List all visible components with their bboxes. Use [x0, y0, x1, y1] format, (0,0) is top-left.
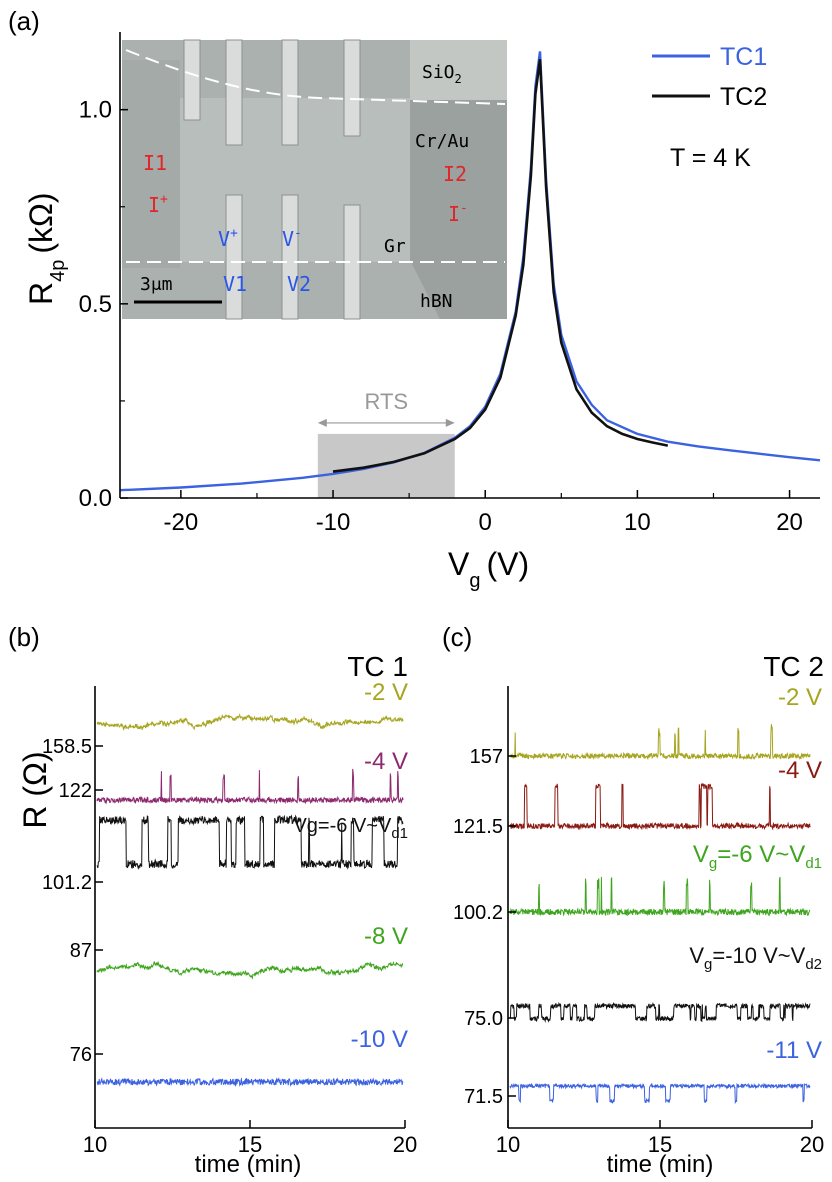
y-tick-label: 1.0: [79, 97, 112, 124]
trace-line: [96, 1077, 404, 1087]
trace-label: -2 V: [364, 679, 408, 706]
panel-c-title: TC 2: [763, 651, 824, 682]
trace-line: [509, 782, 811, 831]
trace-label: -4 V: [778, 757, 822, 784]
x-tick-label: 10: [83, 1132, 107, 1157]
y-tick-label: 121.5: [453, 816, 503, 838]
y-tick-label: 101.2: [42, 872, 92, 894]
trace-line: [509, 724, 811, 761]
temperature-label: T = 4 K: [670, 144, 751, 172]
x-tick-label: 20: [776, 509, 803, 536]
trace-label: -2 V: [778, 684, 822, 711]
y-tick-label: 157: [470, 746, 503, 768]
panel-b-y-axis-label: R (Ω): [17, 751, 53, 828]
panel-c-chart: 10 15 20 157 -2 V 121.5 -4 V 100.2 Vg=-6 V~Vd1 75…: [453, 684, 824, 1157]
y-tick-label: 75.0: [464, 1008, 503, 1030]
panel-a-label: (a): [8, 6, 40, 36]
inset-label-i2: I2: [443, 162, 467, 186]
legend-tc2-label: TC2: [720, 83, 767, 111]
y-tick-label: 76: [70, 1044, 92, 1066]
panel-a-chart: RTS: [23, 32, 821, 592]
x-tick-label: 10: [624, 509, 651, 536]
x-tick-label: 15: [648, 1132, 672, 1157]
trace-line: [509, 1082, 811, 1105]
trace-line: [96, 960, 404, 980]
panel-c-label: (c): [442, 622, 472, 652]
y-axis-label: R4p(kΩ): [23, 192, 69, 305]
trace-line: [509, 1001, 811, 1023]
inset-label-v1: V1: [223, 272, 247, 296]
inset-scale-label: 3μm: [140, 274, 173, 295]
trace-label: Vg=-6 V~Vd1: [293, 815, 408, 842]
panel-b-chart: 10 15 20 158.5 -2 V 122 -4 V 101.2 Vg=-6 V~Vd1 87…: [42, 679, 417, 1157]
rts-region-box: [317, 433, 455, 498]
y-tick-label: 100.2: [453, 902, 503, 924]
panel-b-label: (b): [8, 622, 40, 652]
trace-label: -10 V: [351, 1026, 408, 1053]
inset-label-crau: Cr/Au: [415, 131, 469, 152]
trace-line: [96, 768, 404, 805]
rts-arrow-right-head: [445, 418, 455, 427]
inset-label-iplus: I+: [148, 192, 168, 217]
y-tick-label: 0.0: [79, 485, 112, 512]
inset-label-vminus: V-: [282, 226, 302, 251]
inset-top-boundary: [125, 49, 506, 105]
x-tick-label: 0: [479, 509, 492, 536]
series-tc2-line: [332, 59, 669, 473]
sem-inset: SiO2 Cr/Au I1 I+ I2 I- V+ V- Gr 3μm V1 V…: [122, 39, 507, 320]
x-tick-label: -10: [316, 509, 351, 536]
y-tick-label: 87: [70, 940, 92, 962]
trace-line: [509, 876, 811, 917]
legend-tc1-label: TC1: [720, 43, 767, 71]
trace-line: [96, 814, 404, 870]
inset-label-gr: Gr: [384, 236, 406, 257]
y-tick-label: 71.5: [464, 1086, 503, 1108]
trace-label: -8 V: [364, 923, 408, 950]
inset-label-iminus: I-: [448, 201, 468, 226]
inset-label-i1: I1: [143, 151, 167, 175]
trace-label: -11 V: [766, 1037, 822, 1064]
panel-b-x-axis-label: time (min): [195, 1151, 302, 1178]
y-tick-label: 122: [59, 780, 92, 802]
inset-label-vplus: V+: [218, 226, 238, 251]
trace-line: [96, 712, 404, 731]
trace-label: -4 V: [364, 748, 408, 775]
rts-arrow-left-head: [317, 418, 327, 427]
y-tick-label: 158.5: [42, 736, 92, 758]
x-axis-label: Vg (V): [448, 546, 529, 592]
x-tick-label: 15: [238, 1132, 262, 1157]
inset-label-sio2: SiO2: [422, 62, 462, 86]
rts-label: RTS: [364, 389, 408, 414]
inset-label-hbn: hBN: [420, 291, 453, 312]
inset-label-v2: V2: [287, 272, 311, 296]
trace-label: Vg=-10 V~Vd2: [689, 943, 822, 973]
x-tick-label: -20: [164, 509, 199, 536]
x-tick-label: 20: [393, 1132, 417, 1157]
y-tick-label: 0.5: [79, 291, 112, 318]
trace-label: Vg=-6 V~Vd1: [693, 841, 822, 872]
x-tick-label: 20: [800, 1132, 824, 1157]
panel-b-title: TC 1: [347, 651, 408, 682]
x-tick-label: 10: [496, 1132, 520, 1157]
panel-c-x-axis-label: time (min): [607, 1151, 714, 1178]
